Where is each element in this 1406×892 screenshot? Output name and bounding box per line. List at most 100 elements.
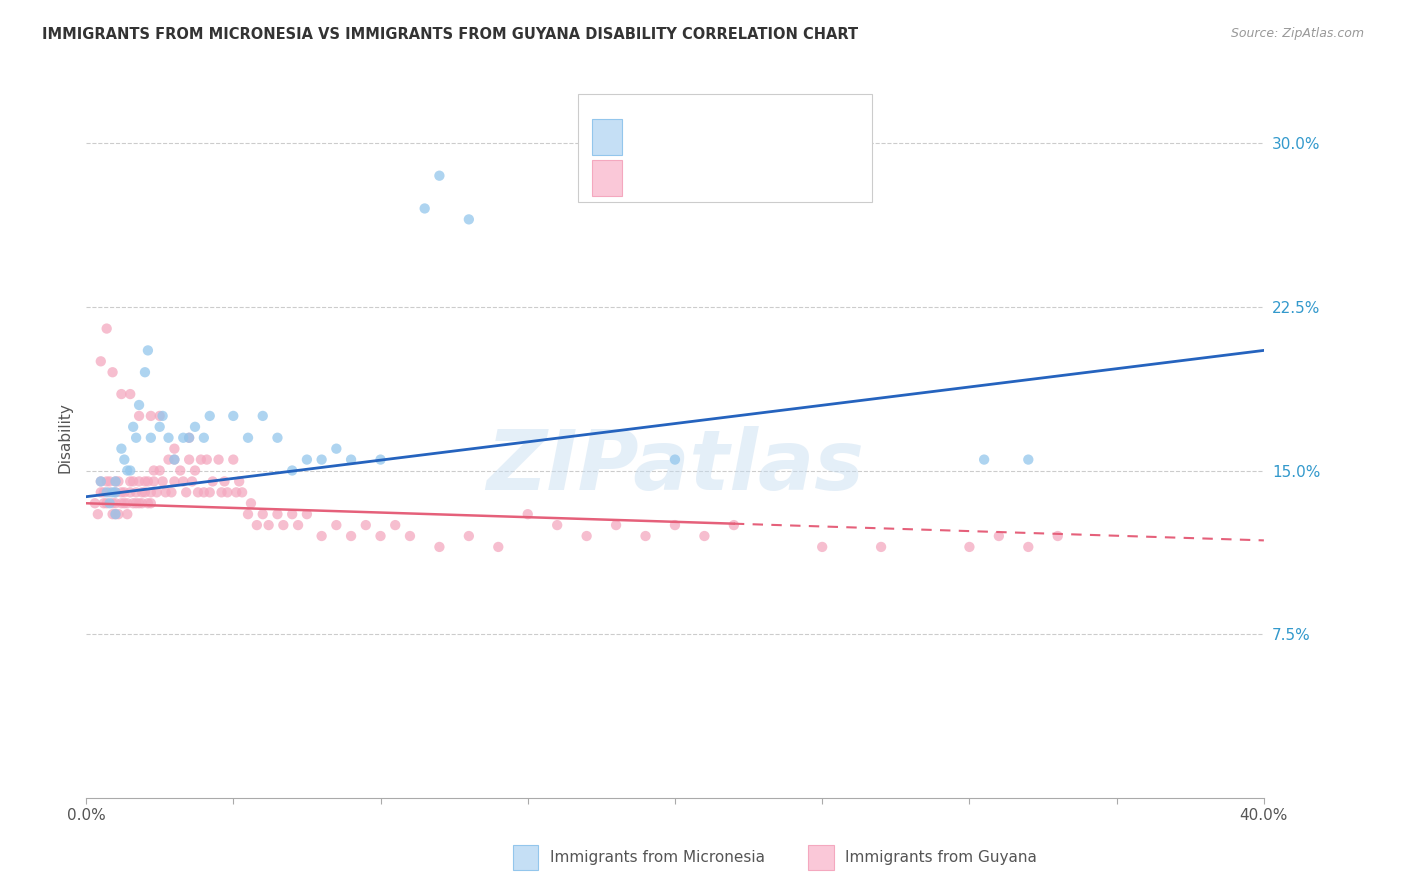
- Point: [142, 475, 165, 489]
- Point: [145, 485, 167, 500]
- Point: [90, 475, 112, 489]
- Point: [546, 518, 568, 533]
- Point: [370, 529, 392, 543]
- Text: 0.182: 0.182: [688, 129, 735, 145]
- Point: [139, 409, 162, 423]
- Point: [605, 518, 627, 533]
- Point: [157, 431, 180, 445]
- Point: [195, 452, 218, 467]
- Point: [128, 475, 150, 489]
- Point: [104, 475, 127, 489]
- Point: [211, 485, 233, 500]
- Point: [122, 475, 145, 489]
- Point: [134, 475, 156, 489]
- Point: [96, 475, 118, 489]
- Point: [457, 529, 479, 543]
- Point: [190, 452, 212, 467]
- Point: [152, 409, 174, 423]
- Point: [104, 485, 127, 500]
- Point: [179, 452, 201, 467]
- Point: [98, 475, 121, 489]
- Point: [486, 540, 509, 554]
- Point: [340, 452, 363, 467]
- Text: Source: ZipAtlas.com: Source: ZipAtlas.com: [1230, 27, 1364, 40]
- Point: [973, 452, 995, 467]
- Point: [664, 518, 686, 533]
- Point: [96, 321, 118, 335]
- Point: [120, 475, 142, 489]
- Point: [87, 507, 110, 521]
- Point: [136, 343, 159, 358]
- Text: ZIPatlas: ZIPatlas: [486, 426, 863, 507]
- Point: [281, 463, 304, 477]
- Point: [120, 485, 142, 500]
- Point: [325, 518, 347, 533]
- Point: [987, 529, 1010, 543]
- Point: [252, 409, 274, 423]
- Point: [125, 485, 148, 500]
- Point: [101, 496, 124, 510]
- Point: [172, 475, 194, 489]
- Point: [634, 529, 657, 543]
- Text: N =: N =: [754, 170, 783, 185]
- Point: [83, 496, 105, 510]
- Point: [131, 496, 153, 510]
- Point: [354, 518, 377, 533]
- Point: [311, 452, 333, 467]
- Point: [134, 365, 156, 379]
- Point: [193, 485, 215, 500]
- Point: [198, 485, 221, 500]
- Point: [149, 409, 172, 423]
- Point: [160, 485, 183, 500]
- Point: [107, 507, 129, 521]
- Point: [693, 529, 716, 543]
- Y-axis label: Disability: Disability: [58, 402, 72, 473]
- Point: [157, 452, 180, 467]
- Point: [110, 485, 132, 500]
- Point: [136, 475, 159, 489]
- Point: [957, 540, 980, 554]
- Point: [266, 431, 288, 445]
- Point: [370, 452, 392, 467]
- Point: [325, 442, 347, 456]
- Point: [117, 496, 139, 510]
- Point: [222, 409, 245, 423]
- Point: [236, 507, 259, 521]
- Point: [110, 496, 132, 510]
- Point: [184, 420, 207, 434]
- Point: [90, 485, 112, 500]
- Text: IMMIGRANTS FROM MICRONESIA VS IMMIGRANTS FROM GUYANA DISABILITY CORRELATION CHAR: IMMIGRANTS FROM MICRONESIA VS IMMIGRANTS…: [42, 27, 858, 42]
- Point: [236, 431, 259, 445]
- Point: [117, 507, 139, 521]
- Point: [281, 507, 304, 521]
- Point: [246, 518, 269, 533]
- Point: [287, 518, 309, 533]
- Point: [136, 496, 159, 510]
- Point: [152, 475, 174, 489]
- Point: [340, 529, 363, 543]
- Point: [1046, 529, 1069, 543]
- Point: [112, 485, 135, 500]
- Point: [104, 485, 127, 500]
- Point: [149, 420, 172, 434]
- Point: [429, 169, 451, 183]
- Point: [128, 409, 150, 423]
- Point: [139, 431, 162, 445]
- Point: [149, 463, 172, 477]
- Text: 42: 42: [806, 129, 827, 145]
- Text: Immigrants from Micronesia: Immigrants from Micronesia: [550, 850, 765, 864]
- Point: [575, 529, 598, 543]
- Text: R =: R =: [633, 170, 661, 185]
- Text: -0.089: -0.089: [679, 170, 734, 185]
- Point: [125, 431, 148, 445]
- Point: [295, 452, 318, 467]
- Point: [214, 475, 236, 489]
- Point: [120, 463, 142, 477]
- Point: [187, 485, 209, 500]
- Point: [125, 496, 148, 510]
- Point: [101, 365, 124, 379]
- Point: [1017, 452, 1039, 467]
- Point: [273, 518, 295, 533]
- Point: [516, 507, 538, 521]
- Point: [104, 475, 127, 489]
